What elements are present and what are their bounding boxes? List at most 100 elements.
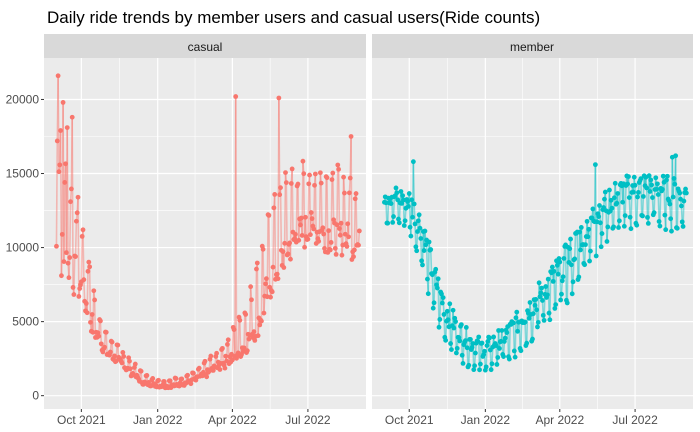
line-segment-casual	[349, 136, 352, 179]
point-casual	[173, 376, 179, 381]
point-casual	[64, 125, 70, 131]
point-casual	[347, 175, 353, 181]
point-member	[616, 218, 622, 224]
point-member	[553, 302, 559, 307]
point-member	[669, 228, 674, 234]
point-member	[511, 348, 517, 354]
point-casual	[217, 367, 223, 372]
line-segment-member	[422, 231, 425, 251]
point-casual	[275, 276, 281, 282]
point-casual	[272, 192, 278, 197]
point-casual	[356, 242, 361, 248]
point-member	[423, 242, 429, 248]
line-segment-member	[627, 176, 631, 198]
point-member	[662, 212, 668, 218]
point-member	[577, 229, 583, 235]
point-member	[660, 173, 666, 179]
point-casual	[305, 236, 311, 242]
point-member	[409, 197, 415, 203]
line-segment-member	[541, 300, 545, 316]
line-segment-member	[468, 339, 471, 366]
point-casual	[81, 277, 87, 283]
point-casual	[67, 255, 73, 260]
point-casual	[88, 319, 93, 325]
point-member	[518, 348, 524, 354]
line-segment-casual	[234, 96, 238, 359]
line-segment-casual	[92, 290, 95, 333]
y-tick-label: 15000	[6, 167, 40, 181]
line-segment-casual	[337, 169, 341, 229]
point-member	[611, 224, 616, 230]
point-casual	[356, 228, 362, 234]
point-member	[439, 300, 445, 306]
line-segment-member	[413, 203, 416, 224]
point-casual	[55, 73, 61, 79]
line-segment-casual	[63, 182, 66, 262]
point-member	[576, 274, 582, 280]
point-member	[479, 340, 485, 346]
line-segment-casual	[297, 218, 301, 241]
line-segment-member	[537, 282, 540, 323]
line-segment-casual	[105, 332, 108, 355]
point-casual	[328, 240, 334, 245]
y-tick-label: 20000	[6, 92, 40, 106]
plot-area-member	[372, 58, 693, 409]
point-member	[616, 225, 621, 230]
line-segment-casual	[353, 198, 357, 250]
point-member	[501, 354, 506, 359]
line-segment-member	[573, 233, 577, 259]
x-tick-label: Apr 2022	[208, 413, 257, 427]
point-member	[592, 162, 598, 168]
point-member	[609, 205, 615, 211]
point-casual	[263, 281, 268, 287]
point-member	[558, 297, 564, 303]
line-segment-member	[618, 184, 621, 221]
line-segment-member	[664, 215, 667, 230]
line-segment-member	[448, 303, 451, 327]
point-member	[488, 367, 494, 373]
point-member	[443, 337, 449, 343]
line-segment-casual	[254, 269, 258, 337]
point-casual	[347, 190, 352, 196]
point-member	[440, 295, 446, 301]
line-segment-casual	[327, 230, 331, 250]
point-casual	[68, 199, 73, 205]
point-casual	[249, 297, 254, 303]
point-casual	[161, 379, 167, 384]
point-casual	[156, 377, 161, 383]
point-member	[612, 180, 618, 186]
point-member	[557, 259, 563, 265]
point-member	[398, 189, 404, 194]
line-segment-casual	[312, 185, 316, 229]
point-casual	[252, 338, 258, 343]
point-casual	[79, 233, 85, 239]
point-casual	[59, 273, 64, 279]
line-segment-casual	[326, 177, 329, 253]
point-member	[437, 317, 443, 322]
point-member	[559, 278, 565, 284]
line-segment-casual	[80, 236, 83, 282]
line-segment-casual	[225, 344, 229, 362]
line-segment-member	[613, 183, 617, 198]
line-segment-casual	[60, 234, 64, 276]
line-segment-member	[653, 189, 656, 213]
point-casual	[329, 177, 335, 182]
point-casual	[327, 247, 333, 253]
point-member	[568, 262, 574, 268]
point-member	[632, 182, 638, 188]
point-casual	[179, 376, 185, 382]
point-member	[411, 201, 417, 207]
point-casual	[254, 260, 260, 266]
point-member	[393, 185, 399, 191]
point-casual	[86, 259, 92, 265]
point-casual	[75, 194, 81, 200]
line-segment-member	[412, 161, 415, 205]
point-casual	[248, 284, 254, 290]
point-casual	[289, 166, 295, 172]
point-casual	[204, 374, 210, 380]
point-casual	[62, 180, 68, 185]
x-axis-casual: Oct 2021 Jan 2022 Apr 2022 Jul 2022	[57, 409, 331, 427]
line-segment-member	[531, 313, 535, 340]
point-member	[535, 319, 541, 325]
